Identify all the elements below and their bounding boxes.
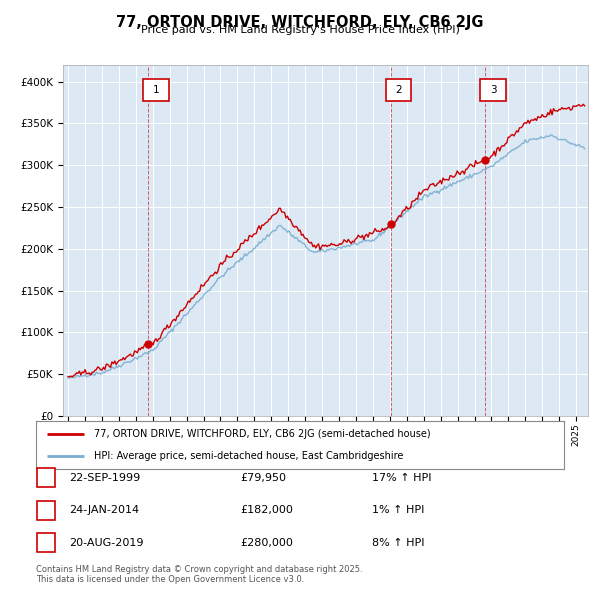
Text: 20-AUG-2019: 20-AUG-2019	[69, 538, 143, 548]
Text: 17% ↑ HPI: 17% ↑ HPI	[372, 473, 431, 483]
Text: Contains HM Land Registry data © Crown copyright and database right 2025.
This d: Contains HM Land Registry data © Crown c…	[36, 565, 362, 584]
Text: 3: 3	[43, 538, 50, 548]
Text: 2: 2	[43, 506, 50, 515]
Text: 77, ORTON DRIVE, WITCHFORD, ELY, CB6 2JG: 77, ORTON DRIVE, WITCHFORD, ELY, CB6 2JG	[116, 15, 484, 30]
Text: 1: 1	[152, 86, 159, 96]
FancyBboxPatch shape	[143, 80, 169, 101]
Text: £280,000: £280,000	[240, 538, 293, 548]
Text: £182,000: £182,000	[240, 506, 293, 515]
FancyBboxPatch shape	[386, 80, 412, 101]
Text: 8% ↑ HPI: 8% ↑ HPI	[372, 538, 425, 548]
Text: 77, ORTON DRIVE, WITCHFORD, ELY, CB6 2JG (semi-detached house): 77, ORTON DRIVE, WITCHFORD, ELY, CB6 2JG…	[94, 429, 431, 439]
Text: 24-JAN-2014: 24-JAN-2014	[69, 506, 139, 515]
Text: 22-SEP-1999: 22-SEP-1999	[69, 473, 140, 483]
Text: HPI: Average price, semi-detached house, East Cambridgeshire: HPI: Average price, semi-detached house,…	[94, 451, 403, 461]
Text: Price paid vs. HM Land Registry's House Price Index (HPI): Price paid vs. HM Land Registry's House …	[140, 25, 460, 35]
FancyBboxPatch shape	[480, 80, 506, 101]
Text: 3: 3	[490, 86, 496, 96]
Text: 1% ↑ HPI: 1% ↑ HPI	[372, 506, 424, 515]
Text: 2: 2	[395, 86, 402, 96]
Text: 1: 1	[43, 473, 50, 483]
Text: £79,950: £79,950	[240, 473, 286, 483]
